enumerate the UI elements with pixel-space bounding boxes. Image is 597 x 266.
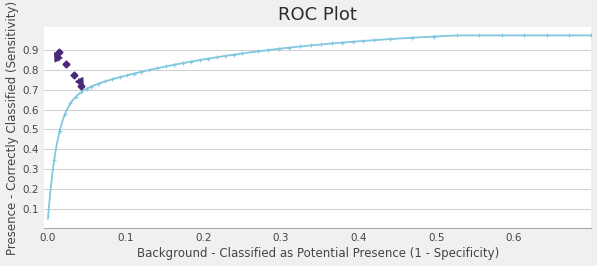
Y-axis label: Presence - Correctly Classified (Sensitivity): Presence - Correctly Classified (Sensiti…: [5, 0, 19, 255]
X-axis label: Background - Classified as Potential Presence (1 - Specificity): Background - Classified as Potential Pre…: [137, 247, 499, 260]
Title: ROC Plot: ROC Plot: [278, 6, 357, 24]
